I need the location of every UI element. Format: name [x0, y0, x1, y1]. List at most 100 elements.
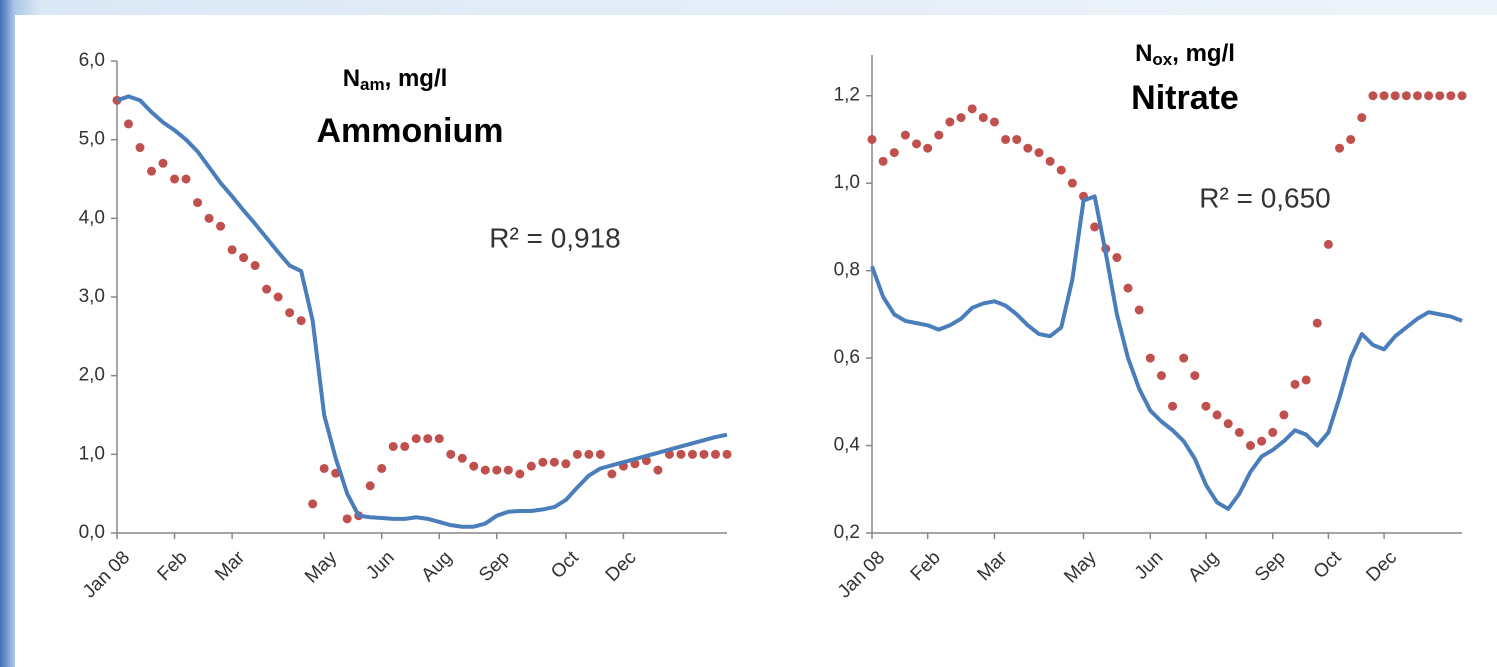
data-point	[296, 316, 306, 326]
data-point	[273, 292, 283, 302]
data-point	[1245, 441, 1255, 451]
data-point	[492, 465, 502, 475]
data-point	[135, 143, 145, 153]
data-point	[1234, 427, 1244, 437]
annotation: R² = 0,918	[489, 222, 621, 253]
data-point	[446, 449, 456, 459]
y-tick-label: 0,0	[79, 522, 105, 543]
data-point	[423, 434, 433, 444]
chart-title-part: , mg/l	[1172, 40, 1235, 67]
data-point	[1279, 410, 1289, 420]
data-point	[342, 514, 352, 524]
data-point	[1067, 178, 1077, 188]
data-point	[1168, 401, 1178, 411]
annotation: R² = 0,650	[1199, 182, 1331, 213]
data-point	[1212, 410, 1222, 420]
data-point	[549, 457, 559, 467]
data-point	[653, 465, 663, 475]
data-point	[457, 453, 467, 463]
data-point	[1424, 91, 1434, 101]
data-point	[411, 434, 421, 444]
data-point	[1001, 134, 1011, 144]
data-point	[1145, 353, 1155, 363]
data-point	[319, 463, 329, 473]
data-point	[1412, 91, 1422, 101]
data-point	[889, 148, 899, 158]
data-point	[308, 499, 318, 509]
data-point	[1379, 91, 1389, 101]
series-line	[116, 94, 728, 529]
data-point	[595, 449, 605, 459]
y-tick-label: 3,0	[79, 286, 105, 307]
data-point	[1156, 371, 1166, 381]
data-point	[1446, 91, 1456, 101]
data-point	[1290, 379, 1300, 389]
data-point	[1190, 371, 1200, 381]
y-tick-label: 0,6	[834, 347, 860, 368]
data-point	[1346, 134, 1356, 144]
data-point	[676, 449, 686, 459]
data-point	[204, 213, 214, 223]
data-point	[989, 117, 999, 127]
data-point	[1335, 143, 1345, 153]
y-tick-label: 2,0	[79, 365, 105, 386]
data-point	[377, 463, 387, 473]
y-tick-label: 5,0	[79, 129, 105, 150]
data-point	[170, 174, 180, 184]
data-point	[1435, 91, 1445, 101]
data-point	[1090, 222, 1100, 232]
data-point	[1179, 353, 1189, 363]
data-point	[365, 481, 375, 491]
data-point	[1123, 283, 1133, 293]
data-point	[1390, 91, 1400, 101]
data-point	[1401, 91, 1411, 101]
data-point	[687, 449, 697, 459]
data-point	[227, 245, 237, 255]
data-point	[1012, 134, 1022, 144]
data-point	[945, 117, 955, 127]
data-point	[147, 166, 157, 176]
chart-title-part: am	[360, 75, 385, 94]
data-point	[1301, 375, 1311, 385]
data-point	[1045, 156, 1055, 166]
data-point	[1134, 305, 1144, 315]
data-point	[900, 130, 910, 140]
y-tick-label: 1,2	[834, 85, 860, 106]
y-tick-label: 0,2	[834, 522, 860, 543]
chart-title-part: ox	[1152, 50, 1172, 69]
chart-title-part: N	[1135, 40, 1152, 67]
chart-subtitle: Ammonium	[317, 112, 504, 150]
data-point	[722, 449, 732, 459]
data-point	[699, 449, 709, 459]
data-point	[480, 465, 490, 475]
data-point	[1223, 419, 1233, 429]
series-line	[870, 194, 1463, 511]
data-point	[239, 253, 249, 263]
data-point	[158, 158, 168, 168]
chart-title-part: N	[343, 65, 360, 92]
data-point	[515, 469, 525, 479]
y-tick-label: 4,0	[79, 207, 105, 228]
data-point	[1323, 239, 1333, 249]
data-point	[923, 143, 933, 153]
data-point	[503, 465, 513, 475]
data-point	[1357, 113, 1367, 123]
data-point	[1457, 91, 1467, 101]
data-point	[878, 156, 888, 166]
data-point	[1368, 91, 1378, 101]
data-point	[1056, 165, 1066, 175]
data-point	[388, 441, 398, 451]
data-point	[978, 113, 988, 123]
data-point	[967, 104, 977, 114]
data-point	[584, 449, 594, 459]
data-point	[526, 461, 536, 471]
y-tick-label: 1,0	[79, 443, 105, 464]
chart-title: Nox, mg/l	[1135, 40, 1235, 69]
chart-subtitle: Nitrate	[1131, 79, 1239, 117]
panel	[15, 15, 1497, 667]
data-point	[572, 449, 582, 459]
data-point	[124, 119, 134, 129]
data-point	[434, 434, 444, 444]
data-point	[934, 130, 944, 140]
